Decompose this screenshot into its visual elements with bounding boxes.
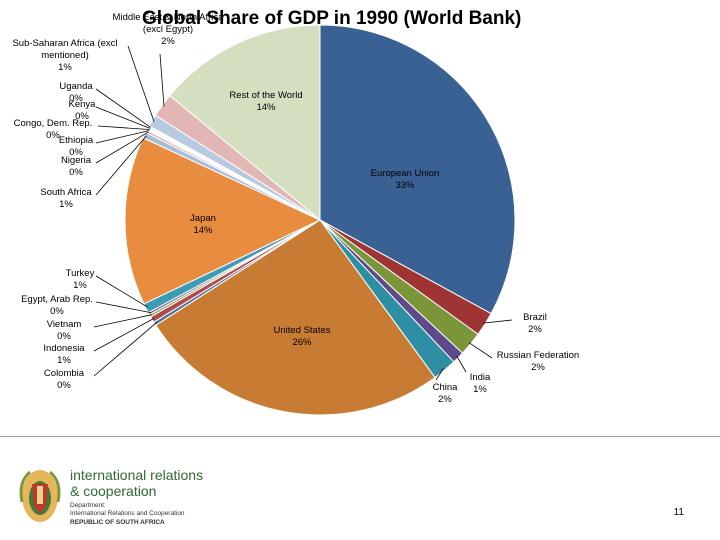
pie-slice-united-states <box>155 219 436 416</box>
leader-line-russian-federation <box>468 342 493 359</box>
slice-label-rest-of-the-world: Rest of the World 14% <box>229 90 302 113</box>
slice-label-european-union: European Union 33% <box>371 168 440 191</box>
slice-label-china: China 2% <box>433 382 459 405</box>
leader-line-middle-east-north-africa-excl-egypt <box>159 53 165 107</box>
slice-label-south-africa: South Africa 1% <box>40 187 92 210</box>
dept-line-2: International Relations and Cooperation <box>70 510 185 517</box>
slice-label-sub-saharan-africa-excl-mentioned: Sub-Saharan Africa (excl mentioned) 1% <box>12 38 117 73</box>
slice-label-ethiopia: Ethiopia 0% <box>59 135 94 158</box>
slice-label-japan: Japan 14% <box>190 213 216 236</box>
leader-line-indonesia <box>93 318 155 352</box>
slice-label-brazil: Brazil 2% <box>523 312 547 335</box>
leader-line-china <box>435 368 444 381</box>
dirco-logo: international relations & cooperation De… <box>19 467 203 526</box>
chart-title: Global Share of GDP in 1990 (World Bank) <box>142 8 522 29</box>
leader-line-vietnam <box>93 314 152 328</box>
slice-label-indonesia: Indonesia 1% <box>43 343 85 366</box>
leader-line-nigeria <box>95 131 149 164</box>
leader-line-egypt-arab-rep <box>95 301 151 313</box>
leader-line-congo-dem-rep <box>97 125 150 130</box>
pie-slice-rest-of-the-world <box>169 24 321 222</box>
leader-line-ethiopia <box>95 130 150 144</box>
leader-line-uganda <box>95 88 151 128</box>
page-number: 11 <box>673 507 684 518</box>
slice-label-nigeria: Nigeria 0% <box>61 155 92 178</box>
slice-label-middle-east-north-africa-excl-egypt: Middle East & North Africa (excl Egypt) 2% <box>113 12 225 47</box>
leader-line-colombia <box>93 322 157 377</box>
pie-slice-european-union <box>319 24 516 315</box>
slice-label-vietnam: Vietnam 0% <box>47 319 82 342</box>
slice-label-united-states: United States 26% <box>273 325 330 348</box>
leader-line-india <box>456 355 467 373</box>
leader-line-kenya <box>95 106 151 129</box>
leader-line-turkey <box>95 275 149 308</box>
leader-line-sub-saharan-africa-excl-mentioned <box>127 45 155 122</box>
slice-label-egypt-arab-rep: Egypt, Arab Rep. 0% <box>21 294 93 317</box>
org-line-2: & cooperation <box>70 483 156 499</box>
pie-slice-japan <box>124 137 322 305</box>
coat-of-arms-icon <box>19 470 61 522</box>
pie-chart: European Union 33% Brazil 2% Russian Federat… <box>12 12 579 416</box>
slice-label-russian-federation: Russian Federation 2% <box>497 350 579 373</box>
slice-label-india: India 1% <box>470 372 491 395</box>
footer-divider <box>0 436 720 437</box>
dept-line-1: Department: <box>70 502 106 509</box>
dept-line-3: REPUBLIC OF SOUTH AFRICA <box>70 519 165 526</box>
slice-label-congo-dem-rep: Congo, Dem. Rep. 0% <box>14 118 93 141</box>
leader-line-south-africa <box>95 135 147 196</box>
slice-label-colombia: Colombia 0% <box>44 368 85 391</box>
leader-line-brazil <box>483 319 513 324</box>
slice-label-turkey: Turkey 1% <box>66 268 95 291</box>
slice-label-kenya: Kenya 0% <box>69 99 97 122</box>
org-line-1: international relations <box>70 467 203 483</box>
slice-label-uganda: Uganda 0% <box>59 81 93 104</box>
